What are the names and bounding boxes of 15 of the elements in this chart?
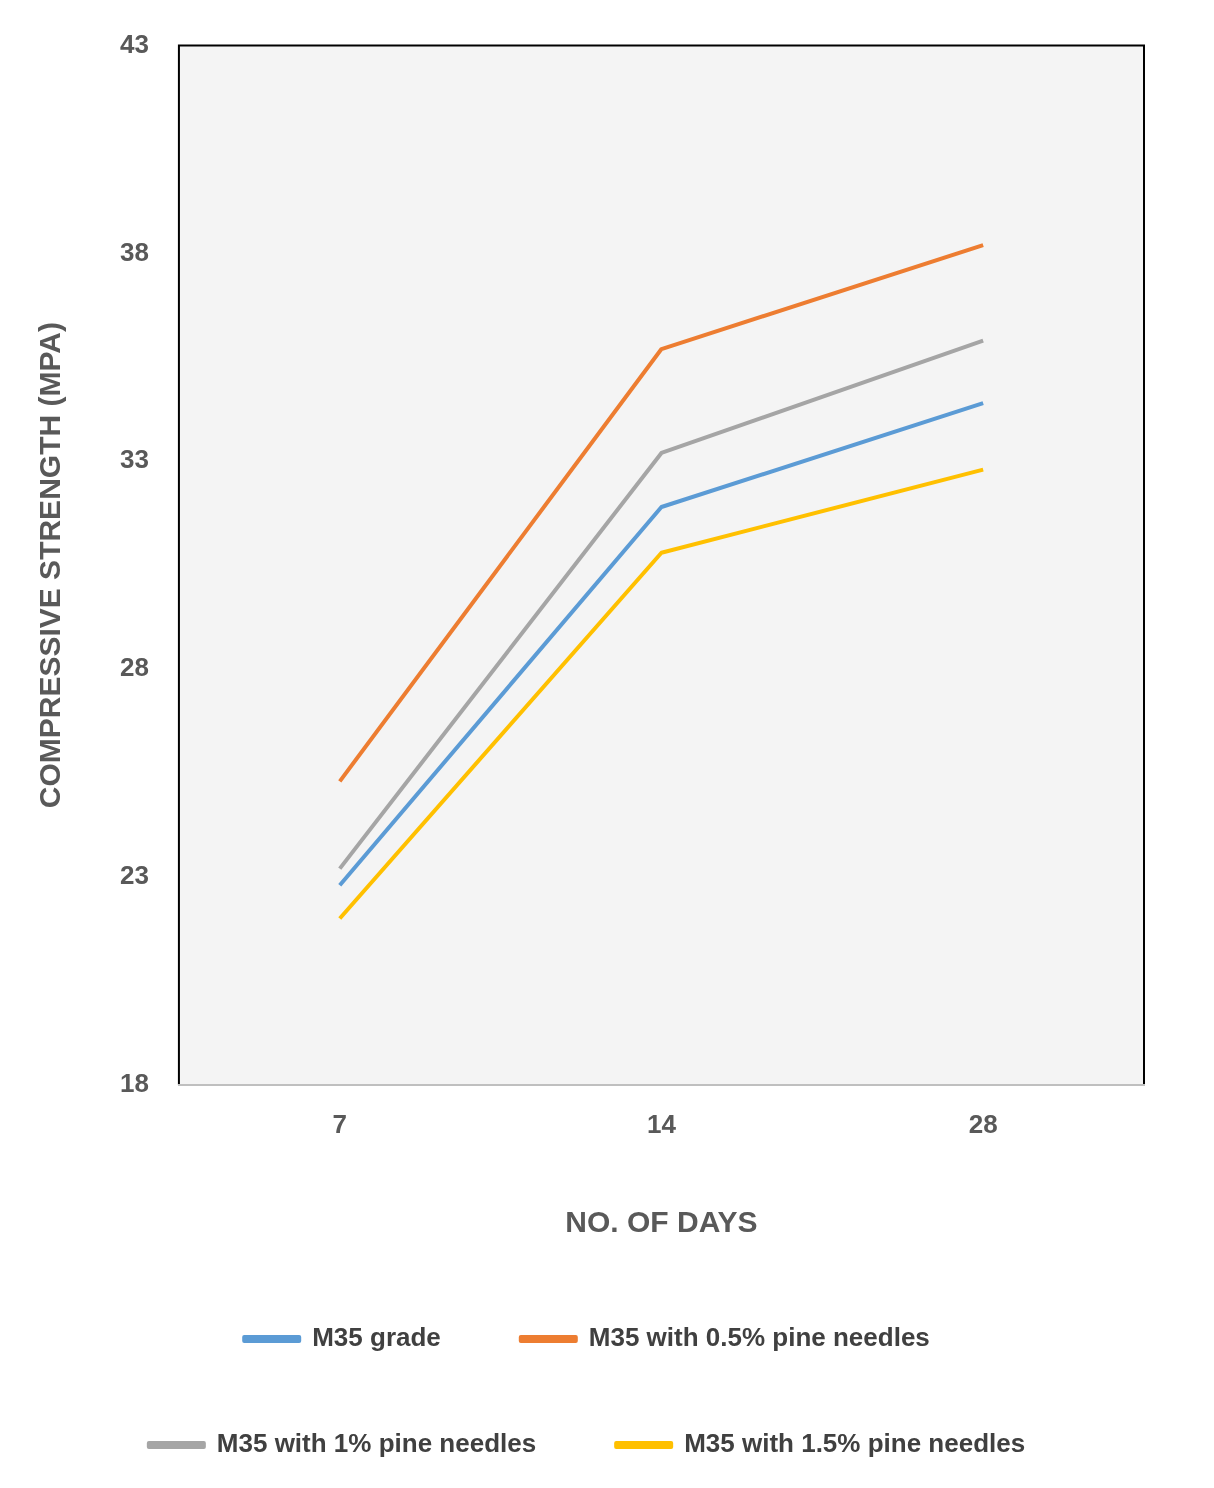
legend-label: M35 with 0.5% pine needles	[588, 1322, 930, 1353]
legend-label: M35 with 1% pine needles	[216, 1428, 537, 1459]
y-tick-label: 18	[120, 1067, 149, 1098]
x-tick-label: 14	[647, 1108, 677, 1139]
legend-label: M35 with 1.5% pine needles	[684, 1428, 1026, 1459]
y-tick-label: 33	[120, 444, 149, 475]
y-tick-label: 43	[120, 28, 149, 59]
y-tick-label: 23	[120, 860, 149, 891]
x-tick-label: 7	[332, 1108, 347, 1139]
y-tick-label: 38	[120, 236, 149, 267]
y-tick-label: 28	[120, 652, 149, 683]
y-axis-title: COMPRESSIVE STRENGTH (MPA)	[33, 322, 67, 809]
x-tick-label: 28	[968, 1108, 998, 1139]
x-axis-title: NO. OF DAYS	[565, 1205, 758, 1239]
legend-label: M35 grade	[312, 1322, 441, 1353]
